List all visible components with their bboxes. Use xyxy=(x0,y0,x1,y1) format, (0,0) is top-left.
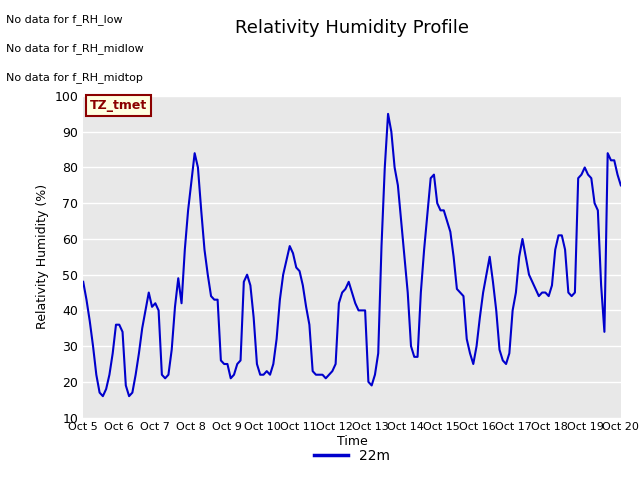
Y-axis label: Relativity Humidity (%): Relativity Humidity (%) xyxy=(36,184,49,329)
X-axis label: Time: Time xyxy=(337,435,367,448)
Text: No data for f_RH_midtop: No data for f_RH_midtop xyxy=(6,72,143,83)
Legend: 22m: 22m xyxy=(308,443,396,468)
Text: No data for f_RH_low: No data for f_RH_low xyxy=(6,14,123,25)
Text: No data for f_RH_midlow: No data for f_RH_midlow xyxy=(6,43,144,54)
Text: Relativity Humidity Profile: Relativity Humidity Profile xyxy=(235,19,469,37)
Text: TZ_tmet: TZ_tmet xyxy=(90,99,147,112)
